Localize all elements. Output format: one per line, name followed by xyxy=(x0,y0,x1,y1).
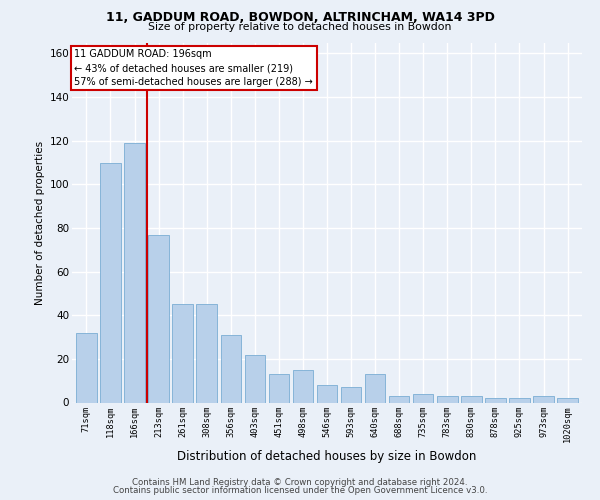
Text: 11 GADDUM ROAD: 196sqm
← 43% of detached houses are smaller (219)
57% of semi-de: 11 GADDUM ROAD: 196sqm ← 43% of detached… xyxy=(74,49,313,87)
Y-axis label: Number of detached properties: Number of detached properties xyxy=(35,140,46,304)
Bar xyxy=(245,354,265,403)
Text: Size of property relative to detached houses in Bowdon: Size of property relative to detached ho… xyxy=(148,22,452,32)
Bar xyxy=(100,162,121,402)
Bar xyxy=(221,335,241,402)
Text: 11, GADDUM ROAD, BOWDON, ALTRINCHAM, WA14 3PD: 11, GADDUM ROAD, BOWDON, ALTRINCHAM, WA1… xyxy=(106,11,494,24)
Bar xyxy=(76,332,97,402)
Bar xyxy=(196,304,217,402)
Bar xyxy=(365,374,385,402)
Bar xyxy=(437,396,458,402)
Bar xyxy=(293,370,313,402)
Bar xyxy=(413,394,433,402)
Bar xyxy=(341,387,361,402)
Text: Contains HM Land Registry data © Crown copyright and database right 2024.: Contains HM Land Registry data © Crown c… xyxy=(132,478,468,487)
X-axis label: Distribution of detached houses by size in Bowdon: Distribution of detached houses by size … xyxy=(178,450,476,464)
Bar xyxy=(172,304,193,402)
Bar xyxy=(389,396,409,402)
Bar xyxy=(533,396,554,402)
Bar xyxy=(509,398,530,402)
Text: Contains public sector information licensed under the Open Government Licence v3: Contains public sector information licen… xyxy=(113,486,487,495)
Bar xyxy=(269,374,289,402)
Bar xyxy=(461,396,482,402)
Bar xyxy=(485,398,506,402)
Bar xyxy=(317,385,337,402)
Bar xyxy=(557,398,578,402)
Bar xyxy=(124,143,145,403)
Bar xyxy=(148,234,169,402)
